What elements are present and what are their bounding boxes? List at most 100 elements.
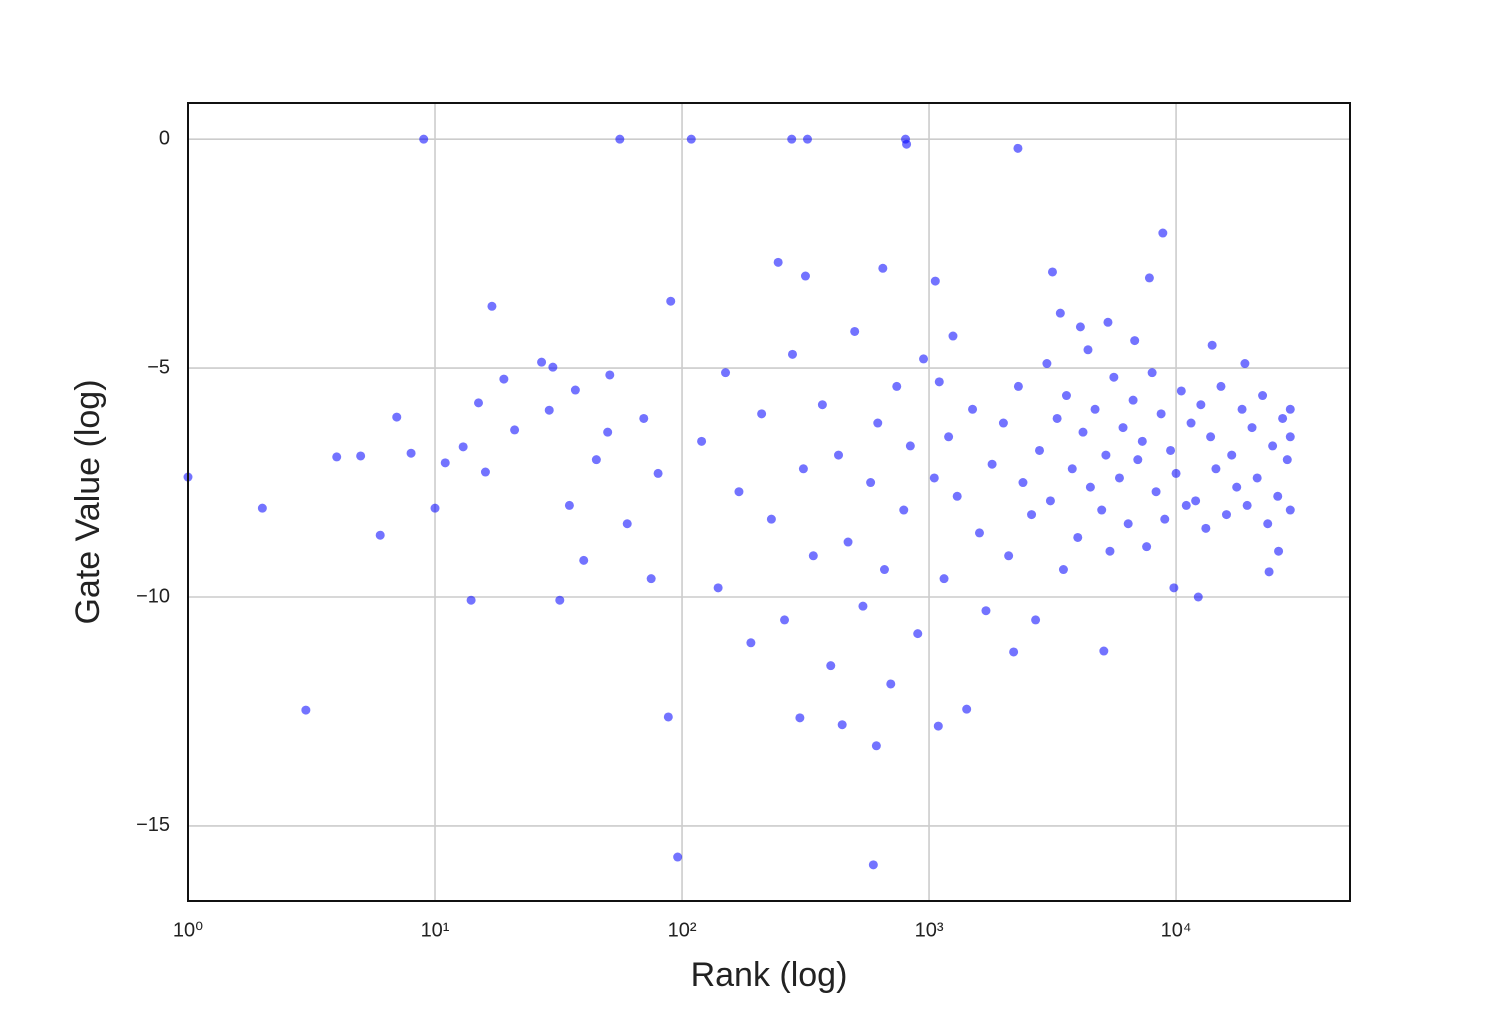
point [510,425,520,435]
point [1166,445,1176,455]
point [834,450,844,460]
point [1285,432,1295,442]
point [653,468,663,478]
point [826,661,836,671]
point [746,638,756,648]
point [837,720,847,730]
point [1201,523,1211,533]
point [1035,445,1045,455]
point [866,478,876,488]
point [1130,336,1140,346]
point [1285,505,1295,515]
point [1137,436,1147,446]
point [1128,395,1138,405]
point [933,721,943,731]
point [1133,455,1143,465]
point [480,467,490,477]
point [1242,500,1252,510]
point [873,418,883,428]
point [1109,372,1119,382]
point [499,374,509,384]
point [1252,473,1262,483]
point [1207,340,1217,350]
point [440,458,450,468]
point [1221,510,1231,520]
point [899,505,909,515]
point [1105,546,1115,556]
point [697,436,707,446]
point [591,455,601,465]
point [1013,381,1023,391]
point [1058,565,1068,575]
point [1211,464,1221,474]
point [1181,500,1191,510]
point [1144,273,1154,283]
point [1263,519,1273,529]
point [817,400,827,410]
point [1285,404,1295,414]
point [1067,464,1077,474]
point [1171,468,1181,478]
point [968,404,978,414]
point [1118,423,1128,433]
point [1097,505,1107,515]
point [929,473,939,483]
point [622,519,632,529]
point [1273,491,1283,501]
point [1083,345,1093,355]
point [1045,496,1055,506]
x-tick-label: 10¹ [421,919,450,941]
point [787,134,797,144]
point [1274,546,1284,556]
point [1004,551,1014,561]
plot-frame [187,102,1351,902]
point [1114,473,1124,483]
point [1193,592,1203,602]
point [487,301,497,311]
point [1073,532,1083,542]
point [1227,450,1237,460]
point [734,487,744,497]
point [773,257,783,267]
x-axis-label: Rank (log) [691,956,848,994]
point [981,606,991,616]
point [430,503,440,513]
point [474,398,484,408]
point [1142,542,1152,552]
point [948,331,958,341]
point [930,276,940,286]
point [458,442,468,452]
point [1061,391,1071,401]
point [798,464,808,474]
point [1237,404,1247,414]
point [787,349,797,359]
point [800,271,810,281]
point [332,452,342,462]
point [1268,441,1278,451]
point [564,500,574,510]
point [1186,418,1196,428]
point [605,370,615,380]
point [850,326,860,336]
point [663,712,673,722]
point [666,296,676,306]
point [686,134,696,144]
x-tick-label: 10⁴ [1161,919,1192,941]
point [1009,647,1019,657]
x-tick-label: 10³ [915,919,944,941]
point [886,679,896,689]
point [808,551,818,561]
point [1027,510,1037,520]
point [913,629,923,639]
point [603,427,613,437]
y-axis-label: Gate Value (log) [69,379,107,624]
point [548,362,558,372]
point [962,704,972,714]
point [905,441,915,451]
point [356,451,366,461]
point [673,852,683,862]
point [1147,368,1157,378]
point [544,405,554,415]
point [802,134,812,144]
